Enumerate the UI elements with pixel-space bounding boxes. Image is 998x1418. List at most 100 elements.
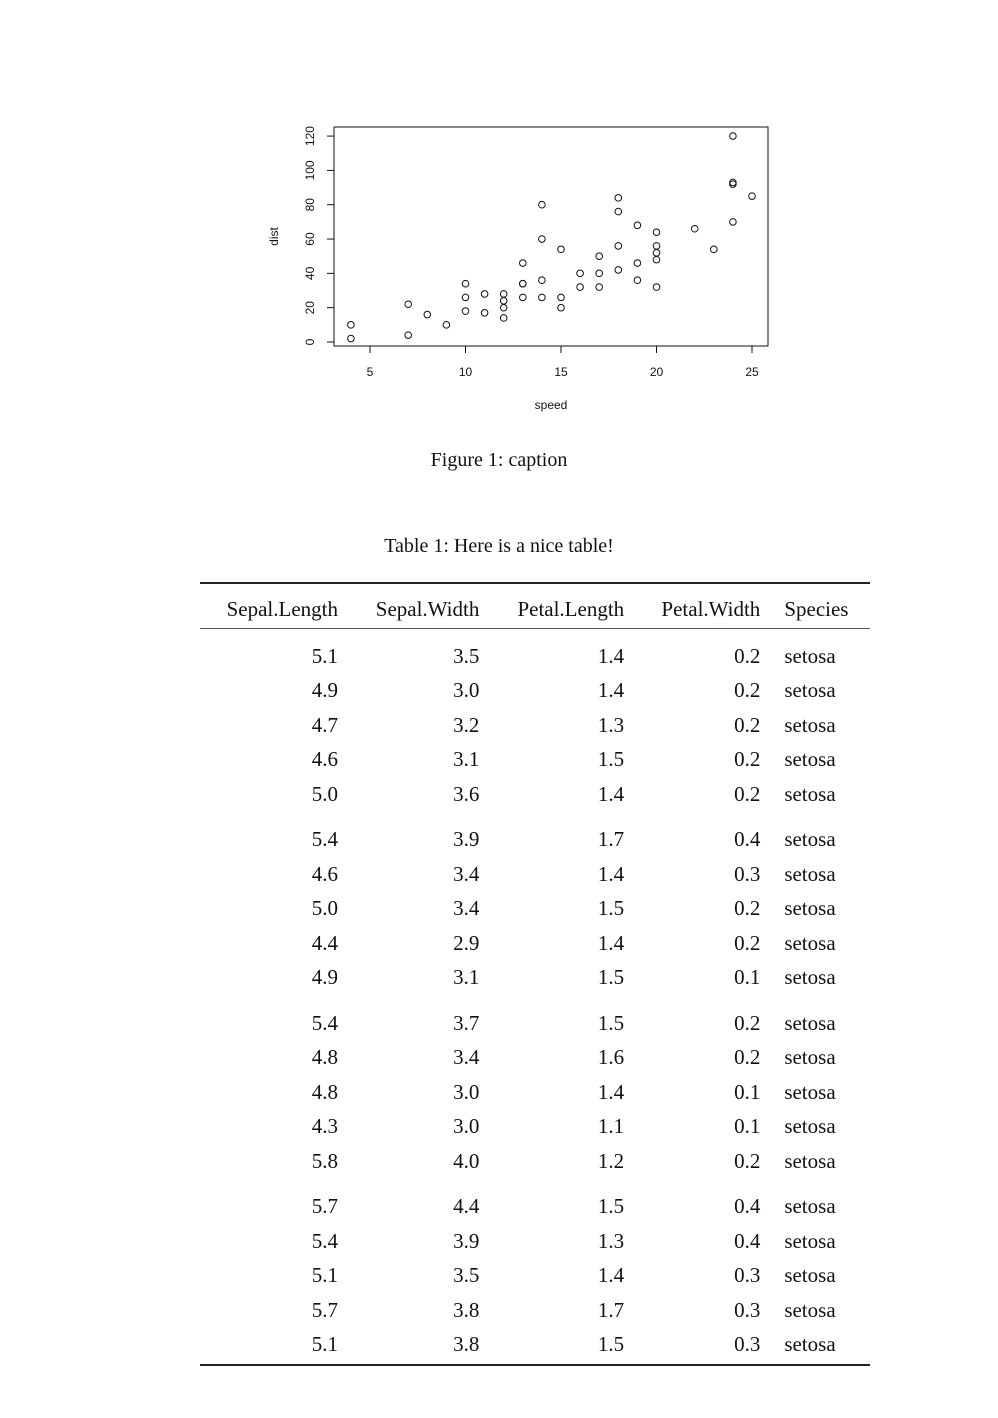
data-point [614, 266, 623, 274]
cell-petal-length: 1.5 [491, 1327, 637, 1366]
data-point [538, 293, 546, 302]
data-table: Sepal.Length Sepal.Width Petal.Length Pe… [200, 582, 870, 1366]
cell-sepal-width: 3.4 [453, 861, 480, 886]
cell-sepal-length: 4.9 [311, 678, 338, 703]
cell-sepal-width: 3.1 [453, 965, 480, 990]
table-row: 5.7 3.8 1.7 0.3 setosa [200, 1293, 870, 1328]
cell-petal-length: 1.5 [597, 896, 625, 921]
data-point [576, 283, 584, 291]
data-point [538, 235, 546, 243]
cell-sepal-width: 4.0 [453, 1148, 480, 1173]
data-point [538, 276, 546, 285]
table-row: 5.4 3.7 1.5 0.2 setosa [200, 995, 870, 1041]
cell-petal-width: 0.1 [734, 1114, 761, 1139]
plot-frame [333, 126, 769, 347]
cell-sepal-length: 4.6 [311, 861, 338, 886]
cell-species: setosa [784, 747, 836, 772]
cell-petal-width: 0.3 [636, 1327, 773, 1366]
cell-species: setosa [784, 1010, 836, 1035]
y-axis-label: dist [267, 227, 281, 246]
cell-sepal-width: 3.9 [453, 827, 480, 852]
table-row: 4.8 3.0 1.4 0.1 setosa [200, 1075, 870, 1110]
data-point [519, 259, 527, 267]
cell-sepal-length: 5.7 [311, 1297, 338, 1322]
y-tick-label: 120 [303, 126, 317, 146]
y-tick-label: 80 [303, 198, 317, 212]
table-row: 4.4 2.9 1.4 0.2 setosa [200, 926, 870, 961]
data-point [480, 290, 489, 298]
cell-petal-length: 1.5 [597, 747, 625, 772]
table-row: 4.9 3.0 1.4 0.2 setosa [200, 674, 870, 709]
cell-petal-length: 1.7 [597, 827, 625, 852]
cell-sepal-length: 4.3 [311, 1114, 338, 1139]
data-point [461, 293, 470, 302]
cell-petal-width: 0.2 [734, 1010, 761, 1035]
table-row: 4.9 3.1 1.5 0.1 setosa [200, 961, 870, 996]
cell-sepal-length: 4.7 [311, 712, 338, 737]
cell-petal-length: 1.1 [597, 1114, 625, 1139]
data-point [404, 331, 412, 339]
cell-species: setosa [784, 827, 836, 852]
data-point [614, 194, 623, 202]
y-tick-label: 0 [303, 338, 317, 345]
cell-petal-length: 1.4 [597, 1079, 625, 1104]
table-row: 4.6 3.4 1.4 0.3 setosa [200, 857, 870, 892]
cell-species: setosa [784, 1228, 836, 1253]
cell-petal-length: 1.4 [597, 1263, 625, 1288]
cell-species: setosa [784, 781, 836, 806]
data-point [347, 321, 355, 329]
cell-species: setosa [784, 965, 836, 990]
data-point [614, 207, 623, 216]
cell-species: setosa [784, 1079, 836, 1104]
cell-sepal-length: 5.1 [200, 1327, 350, 1366]
cell-petal-width: 0.4 [734, 827, 761, 852]
scatter-plot: 5 10 15 20 25 0 20 40 60 80 100 120 speed dist [267, 126, 769, 412]
cell-species: setosa [784, 678, 836, 703]
table-caption: Table 1: Here is a nice table! [384, 535, 614, 557]
x-tick-label: 15 [554, 365, 568, 379]
cell-sepal-length: 5.4 [311, 1228, 338, 1253]
cell-sepal-length: 4.8 [311, 1079, 338, 1104]
cell-species: setosa [784, 861, 836, 886]
data-point [710, 245, 718, 254]
header-petal-width: Petal.Width [636, 582, 773, 629]
data-point [595, 283, 604, 291]
table-row: 5.1 3.5 1.4 0.2 setosa [200, 629, 870, 674]
data-point [652, 242, 661, 250]
table-row: 5.0 3.6 1.4 0.2 setosa [200, 777, 870, 812]
header-sepal-width: Sepal.Width [350, 582, 492, 629]
cell-petal-width: 0.2 [734, 747, 761, 772]
cell-petal-width: 0.3 [734, 1263, 761, 1288]
cell-sepal-width: 3.5 [453, 643, 480, 668]
header-species: Species [772, 582, 870, 629]
data-point [633, 221, 642, 230]
cell-petal-width: 0.1 [734, 965, 761, 990]
table-row: 4.8 3.4 1.6 0.2 setosa [200, 1041, 870, 1076]
cell-sepal-length: 5.7 [311, 1194, 338, 1219]
table-row: 4.3 3.0 1.1 0.1 setosa [200, 1110, 870, 1145]
data-point [652, 283, 661, 291]
data-point [729, 178, 737, 187]
table-row: 5.0 3.4 1.5 0.2 setosa [200, 892, 870, 927]
cell-petal-width: 0.2 [734, 678, 761, 703]
x-tick-label: 20 [650, 365, 664, 379]
data-point [442, 321, 451, 329]
table-header-row: Sepal.Length Sepal.Width Petal.Length Pe… [200, 582, 870, 629]
table-body: 5.1 3.5 1.4 0.2 setosa 4.9 3.0 1.4 0.2 setosa 4.7 3… [200, 629, 870, 1366]
cell-sepal-width: 3.1 [453, 747, 480, 772]
table-row: 5.8 4.0 1.2 0.2 setosa [200, 1144, 870, 1179]
cell-sepal-width: 3.4 [453, 1045, 480, 1070]
data-point [519, 293, 527, 302]
data-point [499, 290, 508, 298]
data-point [729, 132, 737, 140]
cell-petal-length: 1.4 [597, 930, 625, 955]
cell-species: setosa [784, 712, 836, 737]
cell-species: setosa [784, 1045, 836, 1070]
cell-petal-width: 0.1 [734, 1079, 761, 1104]
cell-petal-length: 1.6 [597, 1045, 625, 1070]
data-point [404, 300, 412, 309]
cell-sepal-width: 3.7 [453, 1010, 480, 1035]
cell-petal-length: 1.3 [597, 1228, 625, 1253]
cell-petal-length: 1.5 [597, 1194, 625, 1219]
cell-petal-width: 0.2 [734, 930, 761, 955]
